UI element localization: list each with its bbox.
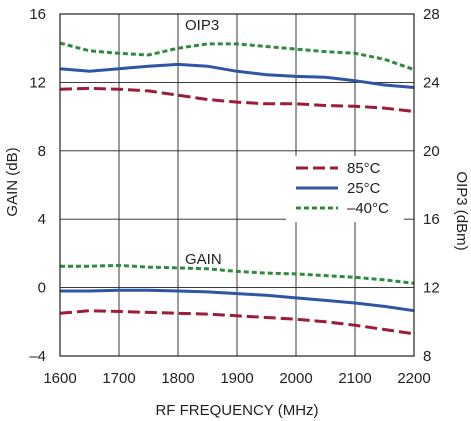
y-right-tick-label: 28 <box>423 6 440 23</box>
x-tick-label: 2200 <box>397 370 430 387</box>
oip3-line-minus40c <box>59 41 415 72</box>
x-tick-label: 1900 <box>220 370 253 387</box>
gain-annotation: GAIN <box>185 251 222 268</box>
x-tick-label: 2100 <box>338 370 371 387</box>
y-right-tick-label: 8 <box>423 348 431 365</box>
y-left-tick-label: 16 <box>29 6 46 23</box>
y-axis-title-left: GAIN (dB) <box>4 147 21 216</box>
x-tick-label: 1800 <box>161 370 194 387</box>
legend-label-85c: 85°C <box>347 160 381 177</box>
oip3-annotation: OIP3 <box>185 17 219 34</box>
legend: 85°C 25°C –40°C <box>286 156 404 222</box>
y-left-tick-label: 0 <box>38 280 46 297</box>
y-right-tick-label: 24 <box>423 74 440 91</box>
x-axis-title: RF FREQUENCY (MHz) <box>155 402 318 419</box>
gain-line-minus40c <box>60 263 415 285</box>
oip3-line-85c <box>59 86 415 113</box>
plot-lines <box>59 41 415 336</box>
plot-frame <box>59 13 415 357</box>
legend-label-minus40c: –40°C <box>347 200 389 217</box>
y-axis-title-right: OIP3 (dBm) <box>453 171 470 250</box>
x-tick-label: 1700 <box>102 370 135 387</box>
x-tick-label: 1600 <box>43 370 76 387</box>
y-left-tick-label: –4 <box>29 348 46 365</box>
x-tick-label: 2000 <box>279 370 312 387</box>
y-left-tick-label: 4 <box>38 211 46 228</box>
oip3-line-25c <box>59 62 415 89</box>
y-left-tick-label: 8 <box>38 143 46 160</box>
y-right-tick-label: 12 <box>423 280 440 297</box>
gain-line-85c <box>59 309 415 336</box>
y-left-tick-label: 12 <box>29 74 46 91</box>
y-right-tick-label: 16 <box>423 211 440 228</box>
gain-line-25c <box>60 288 415 313</box>
legend-label-25c: 25°C <box>347 180 381 197</box>
y-right-tick-label: 20 <box>423 143 440 160</box>
tick-labels: 1600 1700 1800 1900 2000 2100 2200 –4 0 4 8 12 16 8 12… <box>29 6 439 387</box>
